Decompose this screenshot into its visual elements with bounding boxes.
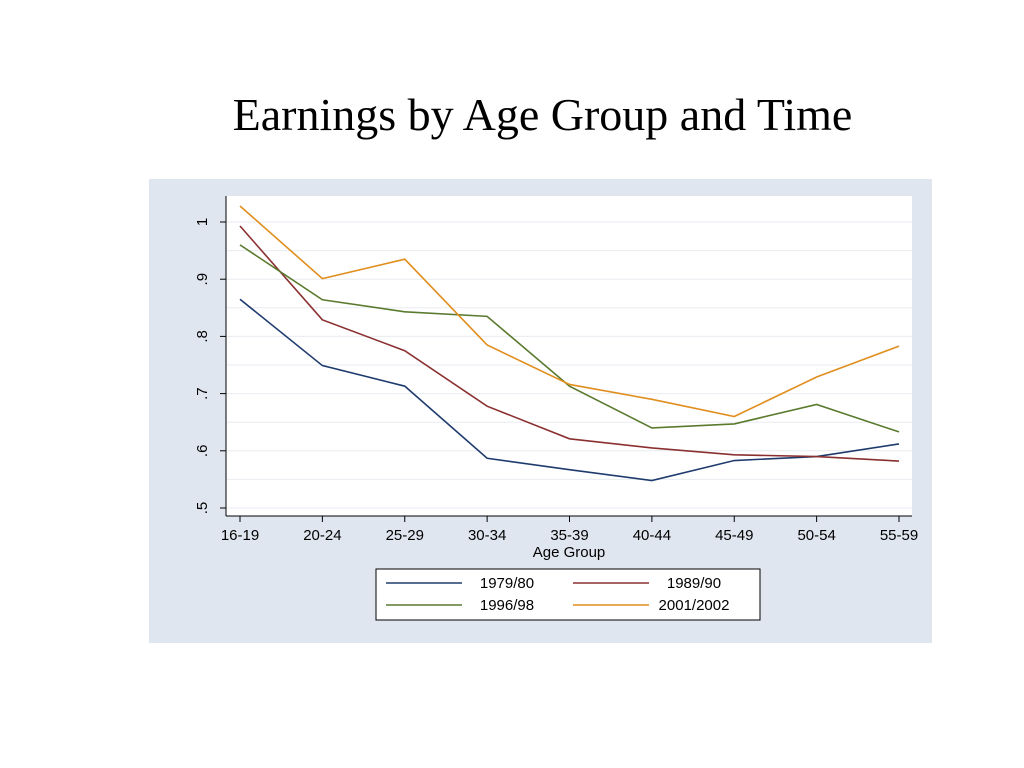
series-line <box>239 298 900 482</box>
legend-label: 1979/80 <box>480 575 534 592</box>
x-tick-label: 30-34 <box>468 527 506 544</box>
x-tick-label: 55-59 <box>880 527 918 544</box>
x-tick-label: 45-49 <box>715 527 753 544</box>
legend-label: 1989/90 <box>667 575 721 592</box>
x-tick-label: 50-54 <box>797 527 835 544</box>
y-tick-label: .6 <box>194 445 211 458</box>
legend-label: 1996/98 <box>480 597 534 614</box>
x-axis-label: Age Group <box>533 544 606 561</box>
x-tick-label: 25-29 <box>386 527 424 544</box>
series-line <box>239 225 900 462</box>
plot-area <box>226 196 912 516</box>
y-tick-label: .9 <box>194 273 211 286</box>
y-tick-label: .8 <box>194 330 211 343</box>
y-tick-label: 1 <box>194 218 211 226</box>
series-line <box>239 244 900 433</box>
series-line <box>239 205 900 418</box>
chart-container: .5 .6 .7 .8 .9 1 16-19 20-24 25-29 30-34 35-39 40-4… <box>149 179 932 643</box>
x-tick-label: 16-19 <box>221 527 259 544</box>
legend-label: 2001/2002 <box>659 597 730 614</box>
legend: 1979/80 1989/90 1996/98 2001/2002 <box>375 568 761 621</box>
legend-box <box>375 568 761 621</box>
y-tick-label: .5 <box>194 502 211 515</box>
line-chart: .5 .6 .7 .8 .9 1 16-19 20-24 25-29 30-34 35-39 40-4… <box>194 196 918 621</box>
slide-title: Earnings by Age Group and Time <box>232 89 853 140</box>
y-tick-label: .7 <box>194 387 211 400</box>
gridlines <box>227 221 912 509</box>
x-tick-label: 40-44 <box>633 527 671 544</box>
x-tick-label: 35-39 <box>550 527 588 544</box>
tick-marks: .5 .6 .7 .8 .9 1 16-19 20-24 25-29 30-34 35-39 40-4… <box>194 218 918 544</box>
series-lines <box>239 205 900 482</box>
x-tick-label: 20-24 <box>303 527 341 544</box>
